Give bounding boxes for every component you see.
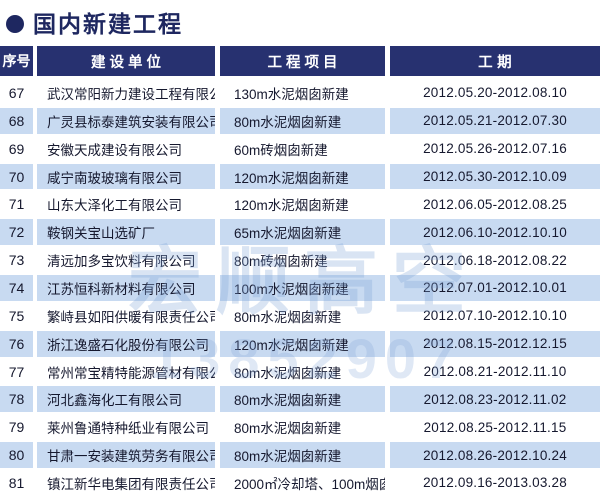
project-name: 120m水泥烟囱新建 xyxy=(234,198,349,214)
row-number: 74 xyxy=(0,275,33,301)
table-header-row: 序号 建 设 单 位 工 程 项 目 工 期 xyxy=(0,46,600,76)
company-name: 莱州鲁通特种纸业有限公司 xyxy=(47,421,209,437)
header-no: 序号 xyxy=(0,46,33,76)
project-name: 80m水泥烟囱新建 xyxy=(220,442,385,469)
table-row: 80 甘肃一安装建筑劳务有限公司 80m水泥烟囱新建 2012.08.26-20… xyxy=(0,442,600,469)
company-name: 甘肃一安装建筑劳务有限公司 xyxy=(37,442,215,469)
project-period: 2012.08.25-2012.11.15 xyxy=(423,419,567,435)
project-period: 2012.08.15-2012.12.15 xyxy=(390,330,600,357)
header-company: 建 设 单 位 xyxy=(37,46,215,76)
table-body: 67 武汉常阳新力建设工程有限公司 130m水泥烟囱新建 2012.05.20-… xyxy=(0,78,600,496)
company-name: 清远加多宝饮料有限公司 xyxy=(47,254,196,270)
row-number: 70 xyxy=(0,163,33,190)
project-name: 120m水泥烟囱新建 xyxy=(220,330,385,357)
project-name: 80m水泥烟囱新建 xyxy=(234,421,342,437)
page-title: 国内新建工程 xyxy=(6,9,183,39)
row-number: 76 xyxy=(0,330,33,357)
table-row: 81 镇江新华电集团有限责任公司 2000㎡冷却塔、100m烟囱新建 2012.… xyxy=(0,470,600,496)
project-name: 80m水泥烟囱新建 xyxy=(234,365,342,381)
table-row: 70 咸宁南玻玻璃有限公司 120m水泥烟囱新建 2012.05.30-2012… xyxy=(0,163,600,190)
bullet-icon xyxy=(6,15,24,33)
project-name: 120m水泥烟囱新建 xyxy=(220,163,385,190)
project-period: 2012.05.20-2012.08.10 xyxy=(423,85,567,101)
company-name: 浙江逸盛石化股份有限公司 xyxy=(37,330,215,357)
table-row: 72 鞍钢关宝山选矿厂 65m水泥烟囱新建 2012.06.10-2012.10… xyxy=(0,219,600,246)
company-name: 鞍钢关宝山选矿厂 xyxy=(37,219,215,246)
project-period: 2012.06.10-2012.10.10 xyxy=(390,219,600,246)
row-number: 72 xyxy=(0,219,33,246)
company-name: 镇江新华电集团有限责任公司 xyxy=(47,476,215,492)
company-name: 武汉常阳新力建设工程有限公司 xyxy=(47,86,215,102)
table-row: 67 武汉常阳新力建设工程有限公司 130m水泥烟囱新建 2012.05.20-… xyxy=(0,80,600,106)
header-project: 工 程 项 目 xyxy=(220,46,385,76)
project-period: 2012.05.21-2012.07.30 xyxy=(390,107,600,134)
project-name: 80m砖烟囱新建 xyxy=(234,254,328,270)
table-row: 75 繁峙县如阳供暖有限责任公司 80m水泥烟囱新建 2012.07.10-20… xyxy=(0,303,600,329)
company-name: 安徽天成建设有限公司 xyxy=(47,142,182,158)
row-number: 69 xyxy=(8,140,25,157)
table-row: 79 莱州鲁通特种纸业有限公司 80m水泥烟囱新建 2012.08.25-201… xyxy=(0,414,600,440)
project-period: 2012.07.10-2012.10.10 xyxy=(423,308,567,324)
project-period: 2012.06.05-2012.08.25 xyxy=(423,196,567,212)
table-row: 78 河北鑫海化工有限公司 80m水泥烟囱新建 2012.08.23-2012.… xyxy=(0,386,600,413)
project-name: 80m水泥烟囱新建 xyxy=(234,309,342,325)
project-period: 2012.09.16-2013.03.28 xyxy=(423,475,567,491)
row-number: 75 xyxy=(8,307,25,324)
project-period: 2012.08.21-2012.11.10 xyxy=(423,364,567,380)
row-number: 77 xyxy=(8,363,25,380)
project-period: 2012.06.18-2012.08.22 xyxy=(423,252,567,268)
table-row: 74 江苏恒科新材料有限公司 100m水泥烟囱新建 2012.07.01-201… xyxy=(0,275,600,301)
company-name: 咸宁南玻玻璃有限公司 xyxy=(37,163,215,190)
project-name: 100m水泥烟囱新建 xyxy=(220,275,385,301)
project-period: 2012.07.01-2012.10.01 xyxy=(390,275,600,301)
project-name: 130m水泥烟囱新建 xyxy=(234,86,349,102)
project-name: 65m水泥烟囱新建 xyxy=(220,219,385,246)
project-period: 2012.05.26-2012.07.16 xyxy=(423,141,567,157)
project-name: 80m水泥烟囱新建 xyxy=(220,386,385,413)
table-row: 69 安徽天成建设有限公司 60m砖烟囱新建 2012.05.26-2012.0… xyxy=(0,136,600,162)
company-name: 河北鑫海化工有限公司 xyxy=(37,386,215,413)
row-number: 67 xyxy=(8,84,25,101)
row-number: 68 xyxy=(0,107,33,134)
project-name: 80m水泥烟囱新建 xyxy=(220,107,385,134)
table-row: 76 浙江逸盛石化股份有限公司 120m水泥烟囱新建 2012.08.15-20… xyxy=(0,330,600,357)
header-period: 工 期 xyxy=(390,46,600,76)
project-period: 2012.05.30-2012.10.09 xyxy=(390,163,600,190)
company-name: 常州常宝精特能源管材有限公司 xyxy=(47,365,215,381)
row-number: 81 xyxy=(8,474,25,491)
company-name: 广灵县标泰建筑安装有限公司 xyxy=(37,107,215,134)
row-number: 78 xyxy=(0,386,33,413)
row-number: 73 xyxy=(8,252,25,269)
page-title-text: 国内新建工程 xyxy=(33,10,183,37)
project-name: 2000㎡冷却塔、100m烟囱新建 xyxy=(234,476,385,492)
project-name: 60m砖烟囱新建 xyxy=(234,142,328,158)
project-period: 2012.08.26-2012.10.24 xyxy=(390,442,600,469)
row-number: 79 xyxy=(8,419,25,436)
company-name: 江苏恒科新材料有限公司 xyxy=(37,275,215,301)
table-row: 68 广灵县标泰建筑安装有限公司 80m水泥烟囱新建 2012.05.21-20… xyxy=(0,107,600,134)
company-name: 繁峙县如阳供暖有限责任公司 xyxy=(47,309,215,325)
row-number: 80 xyxy=(0,442,33,469)
row-number: 71 xyxy=(8,196,25,213)
company-name: 山东大泽化工有限公司 xyxy=(47,198,182,214)
project-period: 2012.08.23-2012.11.02 xyxy=(390,386,600,413)
table-row: 71 山东大泽化工有限公司 120m水泥烟囱新建 2012.06.05-2012… xyxy=(0,191,600,217)
table-row: 73 清远加多宝饮料有限公司 80m砖烟囱新建 2012.06.18-2012.… xyxy=(0,247,600,273)
table-row: 77 常州常宝精特能源管材有限公司 80m水泥烟囱新建 2012.08.21-2… xyxy=(0,359,600,385)
